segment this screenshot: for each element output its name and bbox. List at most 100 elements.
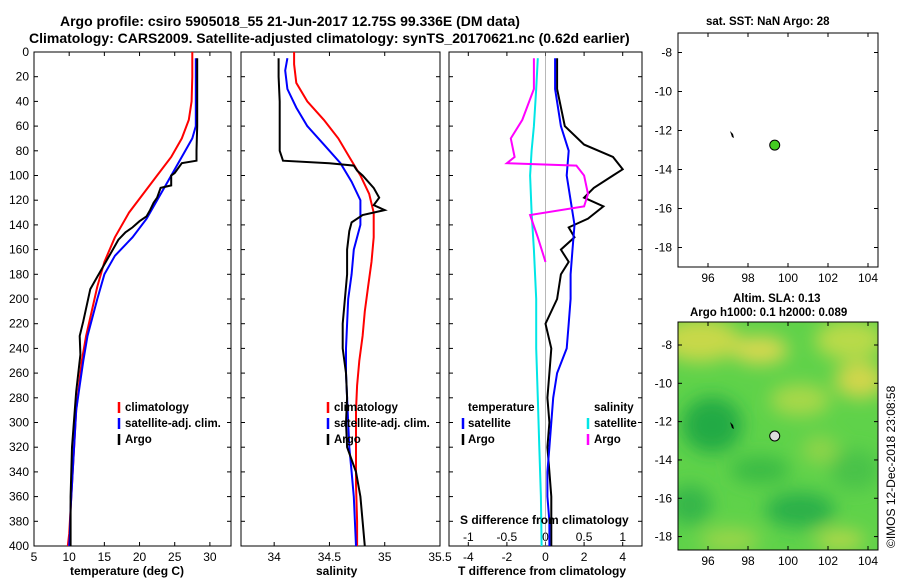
figure-title-line2: Climatology: CARS2009. Satellite-adjuste… bbox=[29, 30, 630, 46]
x-tick-label: 30 bbox=[203, 550, 217, 564]
x-tick-label: 4 bbox=[619, 550, 626, 564]
salinity-xlabel: salinity bbox=[316, 564, 358, 578]
map-x-tick-label: 98 bbox=[741, 271, 755, 285]
y-tick-label: 300 bbox=[9, 416, 29, 430]
series-satellite-adj-clim- bbox=[68, 58, 197, 547]
x-tick-label: 25 bbox=[168, 550, 182, 564]
argo-location-marker bbox=[769, 139, 781, 151]
series-argo bbox=[69, 58, 199, 546]
salinity-legend: climatology satellite-adj. clim. Argo bbox=[326, 402, 430, 446]
y-tick-label: 200 bbox=[9, 292, 29, 306]
legend-argo: Argo bbox=[334, 434, 361, 446]
map-y-tick-label: -18 bbox=[655, 530, 673, 544]
series-climatology bbox=[293, 52, 375, 546]
legend-t-satellite: satellite bbox=[468, 418, 511, 430]
temperature-legend: climatology satellite-adj. clim. Argo bbox=[117, 402, 221, 446]
altim-map-title: Altim. SLA: 0.13 bbox=[733, 293, 821, 305]
x-tick-label: 35 bbox=[378, 550, 392, 564]
legend-s-satellite: satellite bbox=[594, 418, 637, 430]
map-x-tick-label: 102 bbox=[818, 554, 838, 568]
imos-credit: ©IMOS 12-Dec-2018 23:08:58 bbox=[884, 385, 898, 548]
legend-t-argo: Argo bbox=[468, 434, 495, 446]
y-tick-label: 380 bbox=[9, 514, 29, 528]
y-tick-label: 160 bbox=[9, 243, 29, 257]
map-x-tick-label: 100 bbox=[778, 554, 798, 568]
s-diff-xlabel: S difference from climatology bbox=[460, 513, 629, 527]
map-y-tick-label: -8 bbox=[661, 338, 672, 352]
y-tick-label: 80 bbox=[16, 144, 30, 158]
series-climatology bbox=[66, 52, 194, 547]
land-fragment bbox=[730, 422, 734, 429]
y-tick-label: 0 bbox=[22, 45, 29, 59]
y-tick-label: 220 bbox=[9, 317, 29, 331]
y-tick-label: 240 bbox=[9, 341, 29, 355]
legend-salinity: salinity bbox=[594, 402, 634, 414]
argo-location-marker bbox=[769, 430, 781, 442]
map-y-tick-label: -12 bbox=[655, 124, 673, 138]
map-y-tick-label: -16 bbox=[655, 491, 673, 505]
x-tick-label: 35.5 bbox=[428, 550, 452, 564]
x-tick-label: 34.5 bbox=[318, 550, 342, 564]
map-y-tick-label: -14 bbox=[655, 163, 673, 177]
altim-heatmap bbox=[678, 322, 878, 550]
y-tick-label: 340 bbox=[9, 465, 29, 479]
map-y-tick-label: -8 bbox=[661, 46, 672, 60]
y-tick-label: 40 bbox=[16, 94, 30, 108]
map-x-tick-label: 98 bbox=[741, 554, 755, 568]
temperature-xlabel: temperature (deg C) bbox=[70, 564, 184, 578]
axes-ticks: 0204060801001201401601802002202402602803… bbox=[9, 33, 878, 568]
s-tick-label: 0.5 bbox=[576, 530, 593, 544]
legend-satellite: satellite-adj. clim. bbox=[125, 418, 221, 430]
temperature-panel bbox=[33, 51, 232, 547]
map-x-tick-label: 100 bbox=[778, 271, 798, 285]
legend-argo: Argo bbox=[125, 434, 152, 446]
salinity-panel bbox=[240, 51, 441, 547]
x-tick-label: -4 bbox=[463, 550, 474, 564]
legend-temperature: temperature bbox=[468, 402, 534, 414]
figure-title-line1: Argo profile: csiro 5905018_55 21-Jun-20… bbox=[60, 13, 520, 29]
map-y-tick-label: -12 bbox=[655, 415, 673, 429]
s-tick-label: 1 bbox=[619, 530, 626, 544]
series-s-diff-satellite bbox=[529, 58, 543, 547]
y-tick-label: 140 bbox=[9, 218, 29, 232]
legend-climatology: climatology bbox=[334, 402, 399, 414]
y-tick-label: 360 bbox=[9, 490, 29, 504]
difference-legend: temperature satellite Argo salinity sate… bbox=[461, 402, 637, 446]
series-satellite-adj-clim- bbox=[284, 58, 362, 547]
series-s-diff-argo bbox=[504, 58, 590, 263]
map-y-tick-label: -10 bbox=[655, 376, 673, 390]
map-x-tick-label: 102 bbox=[818, 271, 838, 285]
y-tick-label: 260 bbox=[9, 366, 29, 380]
altim-map-subtitle: Argo h1000: 0.1 h2000: 0.089 bbox=[690, 307, 847, 319]
legend-s-argo: Argo bbox=[594, 434, 621, 446]
map-y-tick-label: -10 bbox=[655, 85, 673, 99]
sst-map-panel bbox=[677, 32, 879, 268]
map-y-tick-label: -16 bbox=[655, 202, 673, 216]
map-x-tick-label: 104 bbox=[858, 271, 878, 285]
legend-climatology: climatology bbox=[125, 402, 190, 414]
x-tick-label: 34 bbox=[267, 550, 281, 564]
x-tick-label: 5 bbox=[31, 550, 38, 564]
map-x-tick-label: 96 bbox=[701, 554, 715, 568]
data-series bbox=[66, 52, 781, 547]
map-x-tick-label: 96 bbox=[701, 271, 715, 285]
altim-map-panel bbox=[677, 321, 879, 551]
x-tick-label: 15 bbox=[98, 550, 112, 564]
y-tick-label: 60 bbox=[16, 119, 30, 133]
series-t-diff-argo bbox=[544, 58, 625, 546]
map-y-tick-label: -18 bbox=[655, 241, 673, 255]
y-tick-label: 100 bbox=[9, 169, 29, 183]
x-tick-label: 10 bbox=[62, 550, 76, 564]
y-tick-label: 180 bbox=[9, 267, 29, 281]
x-tick-label: 0 bbox=[542, 550, 549, 564]
series-argo bbox=[277, 58, 388, 547]
s-tick-label: -0.5 bbox=[497, 530, 518, 544]
x-tick-label: -2 bbox=[502, 550, 513, 564]
map-x-tick-label: 104 bbox=[858, 554, 878, 568]
y-tick-label: 120 bbox=[9, 193, 29, 207]
x-tick-label: 20 bbox=[133, 550, 147, 564]
legend-satellite: satellite-adj. clim. bbox=[334, 418, 430, 430]
y-tick-label: 20 bbox=[16, 70, 30, 84]
y-tick-label: 320 bbox=[9, 440, 29, 454]
land-fragment bbox=[730, 131, 734, 138]
